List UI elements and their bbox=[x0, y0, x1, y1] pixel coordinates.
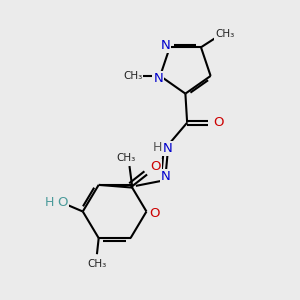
Text: N: N bbox=[163, 142, 172, 155]
Text: CH₃: CH₃ bbox=[123, 71, 142, 81]
Text: CH₃: CH₃ bbox=[215, 29, 234, 39]
Text: O: O bbox=[214, 116, 224, 129]
Text: H: H bbox=[45, 196, 55, 209]
Text: O: O bbox=[149, 207, 160, 220]
Text: CH₃: CH₃ bbox=[87, 260, 106, 269]
Text: O: O bbox=[150, 160, 160, 173]
Text: O: O bbox=[57, 196, 68, 209]
Text: N: N bbox=[154, 72, 163, 85]
Text: N: N bbox=[161, 39, 170, 52]
Text: H: H bbox=[153, 141, 163, 154]
Text: CH₃: CH₃ bbox=[116, 153, 136, 163]
Text: N: N bbox=[161, 170, 171, 183]
